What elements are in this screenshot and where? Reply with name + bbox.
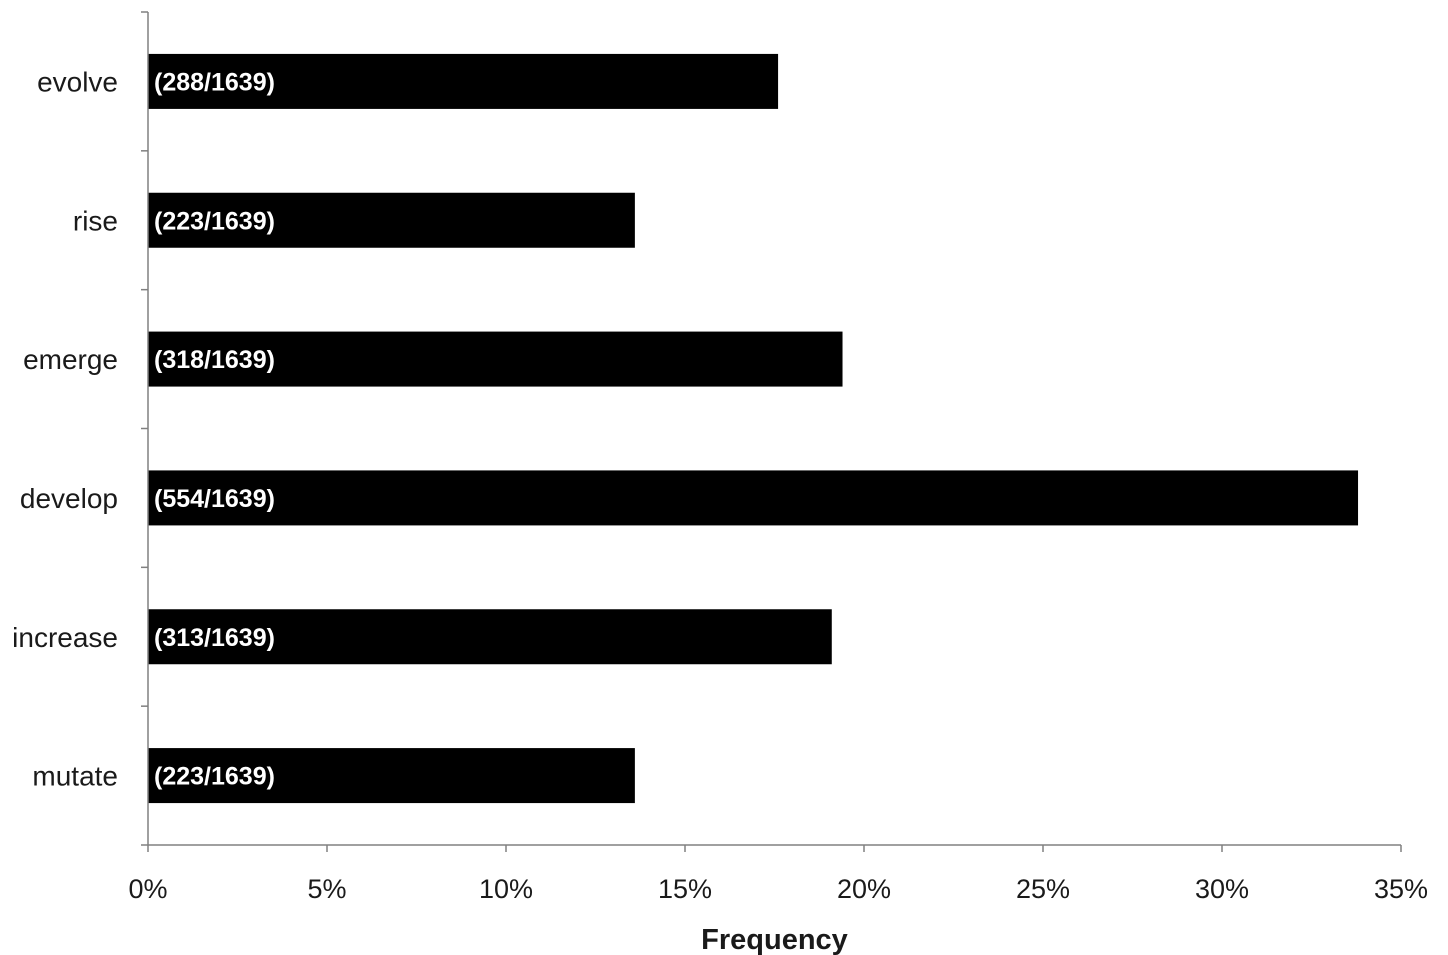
x-tick-label: 5%: [307, 874, 346, 904]
category-label-emerge: emerge: [23, 344, 118, 375]
x-tick-label: 25%: [1016, 874, 1070, 904]
data-label-emerge: (318/1639): [154, 346, 275, 374]
bar-labels-group: (288/1639) (223/1639) (318/1639) (554/1639)…: [154, 68, 275, 790]
data-label-develop: (554/1639): [154, 485, 275, 513]
y-axis: evolve rise emerge develop increase mutate: [12, 11, 149, 846]
x-axis: 0% 5% 10% 15% 20% 25% 30% 35%: [128, 844, 1428, 904]
x-tick-label: 20%: [837, 874, 891, 904]
bar-mutate: [148, 748, 635, 804]
category-label-rise: rise: [73, 205, 118, 236]
bar-develop: [148, 470, 1359, 526]
x-tick-label: 15%: [658, 874, 712, 904]
category-label-evolve: evolve: [37, 66, 118, 97]
category-label-mutate: mutate: [32, 761, 118, 792]
category-label-increase: increase: [12, 622, 118, 653]
x-tick-label: 35%: [1374, 874, 1428, 904]
data-label-evolve: (288/1639): [154, 68, 275, 96]
bar-evolve: [148, 53, 779, 109]
category-label-develop: develop: [20, 483, 118, 514]
x-axis-title: Frequency: [701, 924, 848, 955]
bar-increase: [148, 609, 832, 665]
data-label-rise: (223/1639): [154, 207, 275, 235]
data-label-increase: (313/1639): [154, 624, 275, 652]
x-tick-label: 0%: [128, 874, 167, 904]
bar-rise: [148, 192, 635, 248]
data-label-mutate: (223/1639): [154, 763, 275, 791]
x-tick-label: 10%: [479, 874, 533, 904]
x-tick-label: 30%: [1195, 874, 1249, 904]
bar-emerge: [148, 331, 843, 387]
bars-group: [148, 53, 1359, 804]
